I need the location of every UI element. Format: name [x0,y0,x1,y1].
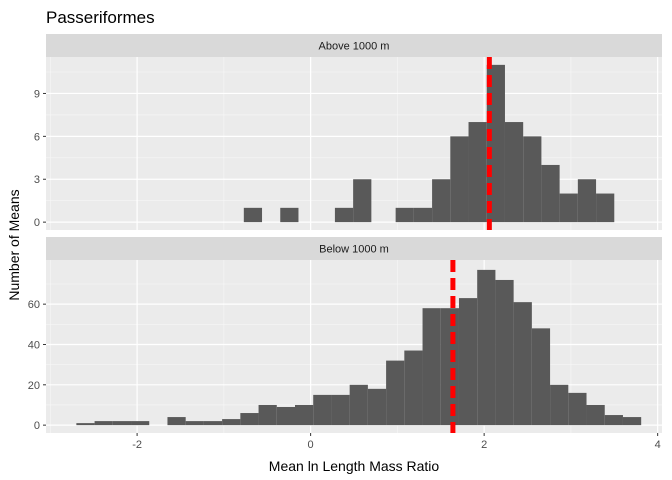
histogram-bar [203,421,223,426]
histogram-bar [559,193,578,223]
histogram-bar [495,279,514,426]
chart-title: Passeriformes [46,8,155,27]
histogram-bar [486,64,505,223]
histogram-bar [596,193,615,223]
bars-bottom [76,269,642,426]
histogram-bar [432,179,451,223]
histogram-bar [440,308,459,426]
histogram-bar [523,136,542,223]
y-tick-label: 0 [34,420,40,432]
bars-top [243,64,615,223]
histogram-bar [331,394,350,426]
histogram-bar [504,122,524,223]
histogram-bar [568,392,587,426]
strip-label-top: Above 1000 m [319,41,390,53]
histogram-bar [185,421,204,426]
x-tick-label: 4 [655,439,661,451]
histogram-bar [76,423,95,426]
y-axis-bottom: 0 20 40 60 [28,299,46,432]
histogram-bar [531,328,551,426]
histogram-bar [313,394,332,426]
histogram-bar [395,207,414,223]
histogram-bar [386,360,405,426]
x-tick-label: -2 [132,439,142,451]
y-axis-top: 0 3 6 9 [34,88,46,229]
histogram-bar [334,207,354,223]
facet-panel-top: Above 1000 m 0 3 6 9 [34,34,662,230]
y-axis-title: Number of Means [6,189,22,300]
y-tick-label: 3 [34,174,40,186]
strip-label-bottom: Below 1000 m [319,244,389,256]
strip-background-top [46,34,662,57]
histogram-bar [131,421,150,426]
histogram-bar [541,164,560,223]
histogram-bar [349,384,368,426]
y-tick-label: 20 [28,380,40,392]
histogram-bar [458,298,478,426]
histogram-bar [477,269,496,426]
y-tick-label: 0 [34,217,40,229]
x-tick-label: 2 [481,439,487,451]
histogram-bar [295,404,314,426]
histogram-bar [604,415,623,426]
histogram-bar [222,419,241,426]
facet-panel-bottom: Below 1000 m 0 20 40 60 [28,237,662,433]
histogram-bar [413,207,433,223]
histogram-bar [577,179,597,223]
x-axis-title: Mean ln Length Mass Ratio [269,458,440,474]
histogram-bar [550,384,569,426]
y-tick-label: 9 [34,88,40,100]
histogram-bar [276,406,296,426]
histogram-bar [404,350,423,426]
y-tick-label: 60 [28,299,40,311]
histogram-bar [112,421,132,426]
x-tick-label: 0 [308,439,314,451]
histogram-bar [468,122,487,223]
x-axis: -2 0 2 4 [132,433,661,451]
histogram-bar [513,302,532,426]
histogram-bar [258,404,277,426]
histogram-bar [280,207,299,223]
histogram-bar [94,421,113,426]
y-tick-label: 6 [34,131,40,143]
strip-background-bottom [46,237,662,260]
y-tick-label: 40 [28,339,40,351]
histogram-bar [240,413,259,426]
histogram-bar [422,308,441,426]
histogram-bar [167,417,186,426]
histogram-bar [243,207,263,223]
histogram-bar [450,136,469,223]
histogram-bar [367,388,387,426]
histogram-bar [353,179,372,223]
histogram-bar [586,404,605,426]
histogram-bar [622,417,642,426]
